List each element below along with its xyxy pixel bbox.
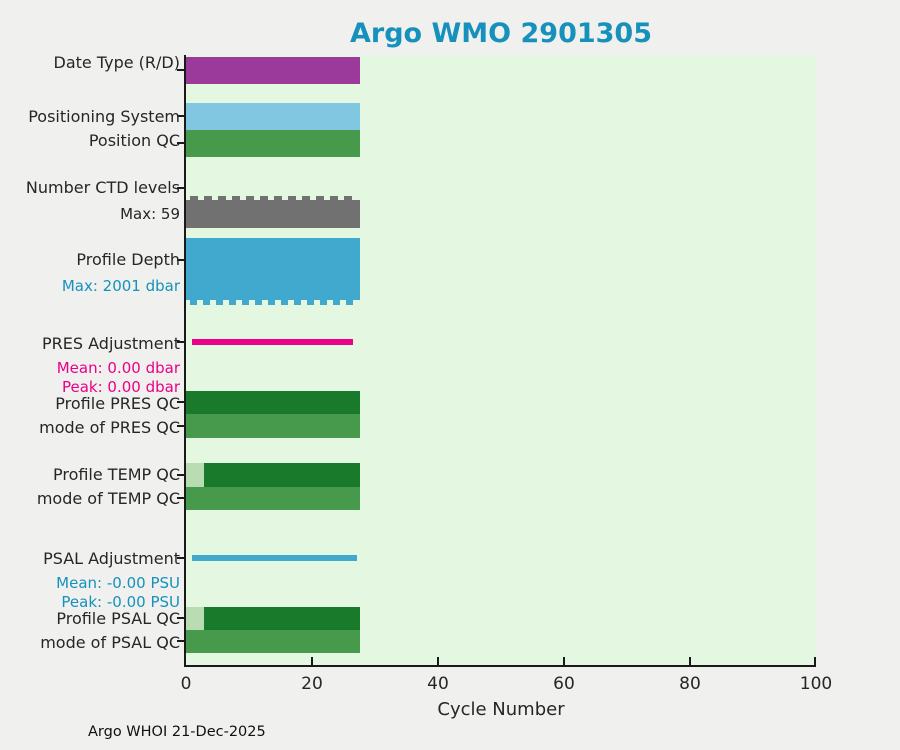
bar-mode-temp-qc [186, 487, 360, 510]
label-ctd-max: Max: 59 [120, 205, 180, 223]
x-tick-label-100: 100 [799, 674, 833, 694]
line-pres-adjustment [192, 339, 353, 345]
y-tick [177, 617, 184, 619]
bar-profile-depth [186, 238, 360, 305]
bar-profile-pres-qc [186, 391, 360, 414]
bar-profile-psal-qc-start [186, 607, 204, 630]
plot-area [177, 55, 816, 665]
bar-date-type [186, 57, 360, 84]
y-tick [177, 557, 184, 559]
y-tick [177, 142, 184, 144]
label-pres-adjustment: PRES Adjustment [42, 334, 180, 353]
x-tick [814, 657, 816, 665]
x-tick-label-80: 80 [679, 674, 701, 694]
label-position-qc: Position QC [88, 131, 180, 150]
y-tick [177, 341, 184, 343]
x-tick-label-0: 0 [180, 674, 192, 694]
y-tick [177, 115, 184, 117]
label-number-ctd-levels: Number CTD levels [25, 178, 180, 197]
label-pres-mean: Mean: 0.00 dbar [56, 359, 180, 377]
ctd-levels-ragged-edge [190, 196, 356, 200]
chart-title: Argo WMO 2901305 [350, 18, 652, 49]
label-depth-max: Max: 2001 dbar [61, 277, 180, 295]
x-tick [563, 657, 565, 665]
bar-mode-pres-qc [186, 414, 360, 438]
y-tick [177, 259, 184, 261]
label-mode-pres-qc: mode of PRES QC [39, 418, 180, 437]
x-tick [311, 657, 313, 665]
y-tick [177, 69, 184, 71]
x-tick [437, 657, 439, 665]
bar-number-ctd-levels [186, 196, 360, 228]
label-psal-peak: Peak: -0.00 PSU [61, 593, 180, 611]
x-tick-label-20: 20 [301, 674, 323, 694]
x-tick-label-60: 60 [553, 674, 575, 694]
x-axis-line [184, 665, 816, 667]
bar-mode-psal-qc [186, 630, 360, 653]
label-mode-psal-qc: mode of PSAL QC [40, 633, 180, 652]
profile-depth-ragged-edge [190, 300, 356, 305]
label-profile-temp-qc: Profile TEMP QC [52, 465, 180, 484]
x-axis-title: Cycle Number [437, 699, 565, 720]
label-profile-psal-qc: Profile PSAL QC [56, 609, 180, 628]
y-tick [177, 640, 184, 642]
line-psal-adjustment [192, 555, 357, 561]
bar-profile-temp-qc-start [186, 463, 204, 487]
bar-profile-temp-qc [204, 463, 360, 487]
label-profile-pres-qc: Profile PRES QC [55, 394, 180, 413]
attribution-text: Argo WHOI 21-Dec-2025 [88, 724, 266, 740]
bar-position-qc [186, 130, 360, 157]
y-axis-line [184, 55, 186, 667]
label-mode-temp-qc: mode of TEMP QC [36, 489, 180, 508]
y-tick [177, 401, 184, 403]
label-psal-adjustment: PSAL Adjustment [43, 549, 180, 568]
y-tick [177, 497, 184, 499]
bar-profile-psal-qc [204, 607, 360, 630]
label-positioning-system: Positioning System [28, 107, 180, 126]
bar-positioning-system [186, 103, 360, 130]
y-tick [177, 474, 184, 476]
label-date-type: Date Type (R/D) [53, 53, 180, 72]
label-pres-peak: Peak: 0.00 dbar [61, 378, 180, 396]
x-tick [689, 657, 691, 665]
y-tick [177, 425, 184, 427]
x-tick-label-40: 40 [427, 674, 449, 694]
y-tick [177, 187, 184, 189]
label-psal-mean: Mean: -0.00 PSU [56, 574, 180, 592]
label-profile-depth: Profile Depth [76, 250, 180, 269]
